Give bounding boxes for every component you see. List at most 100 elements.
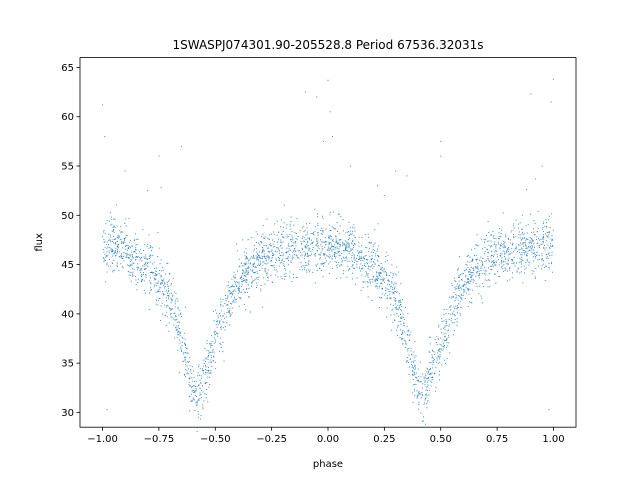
- data-point: [230, 314, 232, 316]
- data-point: [289, 234, 291, 236]
- data-point: [522, 282, 524, 284]
- data-point: [259, 255, 261, 257]
- data-point: [234, 298, 236, 300]
- data-point: [531, 249, 533, 251]
- data-point: [253, 264, 255, 266]
- data-point: [489, 279, 491, 281]
- data-point: [241, 278, 243, 280]
- data-point: [532, 252, 534, 254]
- data-point: [214, 331, 216, 333]
- data-point: [397, 309, 399, 311]
- data-point: [204, 347, 206, 349]
- data-point: [266, 256, 268, 258]
- data-point: [344, 249, 346, 251]
- data-point: [275, 274, 277, 276]
- data-point: [145, 254, 147, 256]
- data-point: [391, 282, 393, 284]
- data-point: [462, 294, 464, 296]
- data-point: [378, 245, 380, 247]
- data-point: [353, 227, 355, 229]
- data-point: [520, 261, 522, 263]
- data-point: [504, 256, 506, 258]
- data-point: [270, 264, 272, 266]
- data-point: [178, 309, 180, 311]
- data-point: [117, 246, 119, 248]
- data-point: [111, 223, 113, 225]
- data-point: [268, 238, 270, 240]
- data-point: [347, 239, 349, 241]
- data-point: [529, 240, 531, 242]
- data-point: [145, 274, 147, 276]
- data-point: [507, 237, 509, 239]
- data-point: [253, 271, 255, 273]
- data-point: [304, 254, 306, 256]
- data-point: [261, 246, 263, 248]
- data-point: [204, 383, 206, 384]
- data-point: [492, 262, 494, 264]
- data-point: [337, 250, 339, 252]
- data-point: [213, 360, 215, 362]
- data-point: [450, 318, 452, 320]
- data-point: [108, 258, 110, 260]
- data-point: [373, 261, 375, 263]
- data-point: [293, 224, 295, 226]
- data-point: [134, 239, 136, 241]
- data-point: [359, 257, 361, 259]
- data-point: [463, 284, 465, 286]
- data-point: [413, 371, 415, 373]
- data-point: [498, 227, 500, 229]
- data-point: [283, 264, 285, 266]
- data-point: [129, 271, 131, 273]
- data-point: [548, 219, 550, 221]
- data-point: [119, 251, 121, 253]
- data-point: [280, 234, 282, 236]
- data-point: [438, 348, 440, 350]
- data-point: [414, 365, 416, 367]
- data-point: [248, 267, 250, 269]
- data-point: [459, 301, 461, 303]
- data-point: [439, 374, 441, 376]
- data-point: [205, 366, 207, 368]
- data-point: [175, 326, 177, 328]
- data-point: [520, 253, 522, 255]
- data-point: [109, 239, 111, 241]
- data-point: [104, 253, 106, 255]
- data-point: [356, 263, 358, 265]
- data-point: [160, 320, 162, 322]
- data-point: [542, 236, 544, 238]
- data-point: [410, 361, 412, 363]
- data-point: [176, 297, 178, 299]
- data-point: [230, 286, 232, 288]
- data-point: [523, 233, 525, 235]
- data-point: [343, 270, 345, 272]
- data-point: [229, 314, 231, 316]
- data-point: [346, 258, 348, 260]
- data-point: [452, 312, 454, 314]
- data-point: [301, 227, 303, 229]
- data-point: [446, 320, 448, 322]
- data-point: [458, 295, 460, 297]
- data-point: [237, 288, 239, 290]
- data-point: [103, 259, 105, 261]
- data-point: [548, 232, 550, 234]
- data-point: [144, 257, 146, 259]
- data-point: [513, 262, 515, 264]
- data-point: [162, 269, 164, 271]
- data-point: [267, 237, 269, 239]
- data-point: [393, 304, 395, 306]
- data-point: [241, 265, 243, 267]
- data-point: [480, 267, 482, 269]
- data-point: [468, 293, 470, 295]
- data-point: [499, 248, 501, 250]
- data-point: [249, 311, 251, 313]
- data-point: [196, 402, 198, 404]
- data-point: [262, 255, 264, 257]
- data-point: [286, 224, 288, 226]
- data-point: [470, 269, 472, 271]
- data-point: [531, 269, 533, 271]
- data-point: [114, 252, 116, 254]
- data-point: [321, 245, 323, 247]
- data-point: [123, 238, 125, 240]
- data-point: [481, 261, 483, 263]
- data-point: [473, 269, 475, 271]
